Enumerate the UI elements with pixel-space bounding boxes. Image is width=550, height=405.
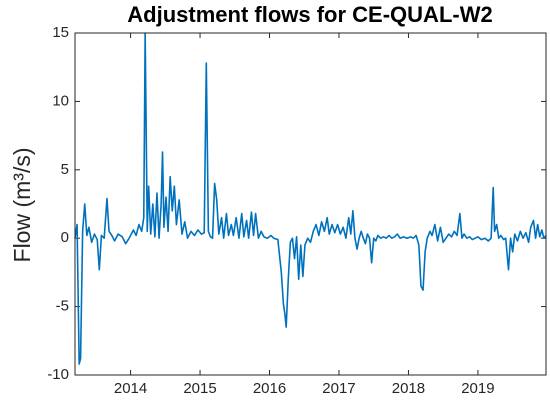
x-tick-label: 2015 bbox=[183, 380, 216, 397]
axes-box bbox=[74, 32, 547, 376]
x-tick-label: 2017 bbox=[322, 380, 355, 397]
y-tick-label: 5 bbox=[61, 161, 69, 178]
x-tick-label: 2016 bbox=[253, 380, 286, 397]
y-tick-label: 10 bbox=[52, 92, 69, 109]
x-tick-label: 2019 bbox=[461, 380, 494, 397]
y-tick-label: 15 bbox=[52, 24, 69, 41]
y-tick-label: -5 bbox=[56, 298, 69, 315]
x-tick-label: 2014 bbox=[114, 380, 147, 397]
y-axis-label: Flow (m³/s) bbox=[9, 148, 35, 263]
y-tick-label: 0 bbox=[61, 229, 69, 246]
chart-title: Adjustment flows for CE-QUAL-W2 bbox=[127, 2, 492, 27]
data-line bbox=[74, 32, 547, 365]
x-tick-label: 2018 bbox=[392, 380, 425, 397]
y-tick-label: -10 bbox=[47, 366, 69, 383]
